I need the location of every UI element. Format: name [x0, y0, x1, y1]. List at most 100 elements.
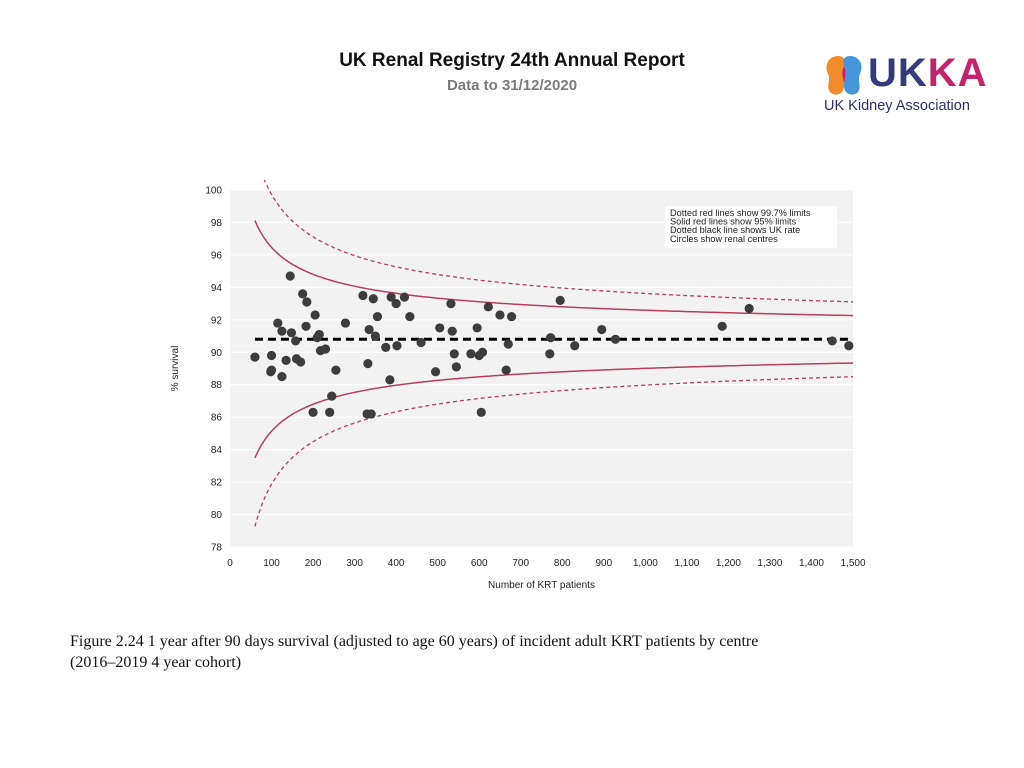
centre-point [449, 349, 459, 359]
centre-point [466, 349, 476, 359]
centre-point [386, 292, 396, 302]
report-subtitle: Data to 31/12/2020 [446, 77, 578, 94]
x-tick-label: 200 [305, 558, 322, 569]
centre-point [266, 350, 277, 361]
x-tick-label: 1,300 [757, 558, 782, 569]
centre-point [266, 365, 277, 375]
centre-point [385, 375, 395, 385]
centre-point [451, 362, 461, 372]
centre-point [250, 352, 260, 362]
y-tick-label: 80 [211, 510, 223, 521]
centre-point [501, 365, 511, 375]
lower-95-limit-line [254, 362, 854, 459]
centre-point [277, 372, 287, 382]
y-axis-label: % survival [170, 346, 181, 392]
y-tick-label: 98 [211, 218, 223, 229]
centre-point [391, 298, 401, 309]
centre-point [610, 334, 621, 344]
logo-wordmark: UKKA [868, 50, 988, 96]
kidney-logo-icon [826, 56, 862, 95]
centre-point [381, 342, 391, 353]
centre-point [363, 359, 373, 369]
x-tick-label: 500 [429, 558, 446, 569]
legend-entry: Solid red lines show 95% limits [670, 217, 797, 227]
centre-point [844, 341, 854, 351]
centre-point [301, 321, 311, 331]
centre-point [392, 341, 402, 351]
centre-point [331, 365, 341, 375]
y-tick-label: 94 [211, 283, 223, 294]
centre-point [372, 311, 383, 322]
x-tick-label: 800 [554, 558, 571, 569]
y-tick-label: 96 [211, 250, 223, 261]
centre-point [405, 311, 415, 322]
centre-point [325, 407, 335, 417]
x-tick-label: 600 [471, 558, 488, 569]
centre-point [416, 337, 426, 348]
centre-point [744, 303, 754, 314]
funnel-chart: 78 80 82 84 86 88 90 92 94 96 98 100 0 100 200 300 400 50… [170, 180, 866, 591]
legend-entry: Dotted red lines show 99.7% limits [670, 208, 811, 218]
y-tick-label: 78 [211, 543, 223, 554]
legend-entry: Dotted black line shows UK rate [670, 225, 800, 235]
x-tick-label: 100 [263, 558, 280, 569]
centre-point [366, 409, 376, 419]
x-tick-label: 300 [346, 558, 363, 569]
logo-wordmark-ka: KA [927, 51, 988, 95]
y-tick-label: 88 [211, 380, 223, 391]
centre-point [285, 271, 295, 281]
figure-caption: Figure 2.24 1 year after 90 days surviva… [70, 633, 759, 671]
y-tick-label: 92 [211, 315, 223, 326]
centre-point [308, 407, 318, 417]
centre-point [483, 302, 493, 312]
centre-point [717, 321, 727, 331]
centre-point [503, 339, 513, 349]
x-tick-label: 1,000 [633, 558, 658, 569]
centre-point [296, 357, 306, 367]
centre-point [495, 310, 505, 320]
x-axis-label: Number of KRT patients [488, 580, 595, 591]
centre-point [506, 311, 517, 322]
centre-point [277, 326, 287, 336]
centre-point [570, 341, 580, 351]
centre-point [281, 355, 291, 365]
x-tick-label: 1,400 [799, 558, 824, 569]
centre-point [358, 290, 368, 301]
centre-point [546, 333, 556, 343]
centre-point [435, 323, 445, 333]
centre-point [555, 295, 565, 305]
y-tick-label: 100 [205, 186, 222, 197]
centre-point [399, 292, 410, 302]
centre-point [472, 323, 482, 333]
centre-point [314, 329, 324, 340]
report-title: UK Renal Registry 24th Annual Report [339, 50, 685, 71]
centre-point [446, 298, 456, 309]
y-tick-label: 82 [211, 478, 223, 489]
centre-point [597, 324, 607, 335]
x-tick-label: 1,200 [716, 558, 741, 569]
centre-point [368, 294, 378, 304]
upper-95-limit-line [254, 220, 854, 317]
centre-point [273, 318, 283, 328]
upper-99-7-limit-line [263, 180, 854, 303]
centre-point [430, 367, 441, 377]
x-tick-label: 400 [388, 558, 405, 569]
centre-point [476, 407, 486, 417]
centre-point [447, 326, 457, 336]
centre-point [302, 297, 312, 307]
centre-point [827, 336, 837, 346]
centre-point [310, 310, 320, 320]
x-tick-label: 1,500 [840, 558, 865, 569]
centre-point [370, 331, 380, 341]
ukka-logo: UKKA UK Kidney Association [822, 50, 997, 120]
centre-point [364, 324, 374, 335]
centre-point [291, 336, 301, 346]
x-tick-label: 0 [227, 558, 233, 569]
x-tick-label: 1,100 [674, 558, 699, 569]
y-tick-label: 84 [211, 445, 223, 456]
lower-99-7-limit-line [254, 376, 854, 527]
x-tick-label: 900 [595, 558, 612, 569]
centre-point [320, 344, 331, 354]
y-tick-label: 86 [211, 413, 223, 424]
legend-entry: Circles show renal centres [670, 234, 778, 244]
